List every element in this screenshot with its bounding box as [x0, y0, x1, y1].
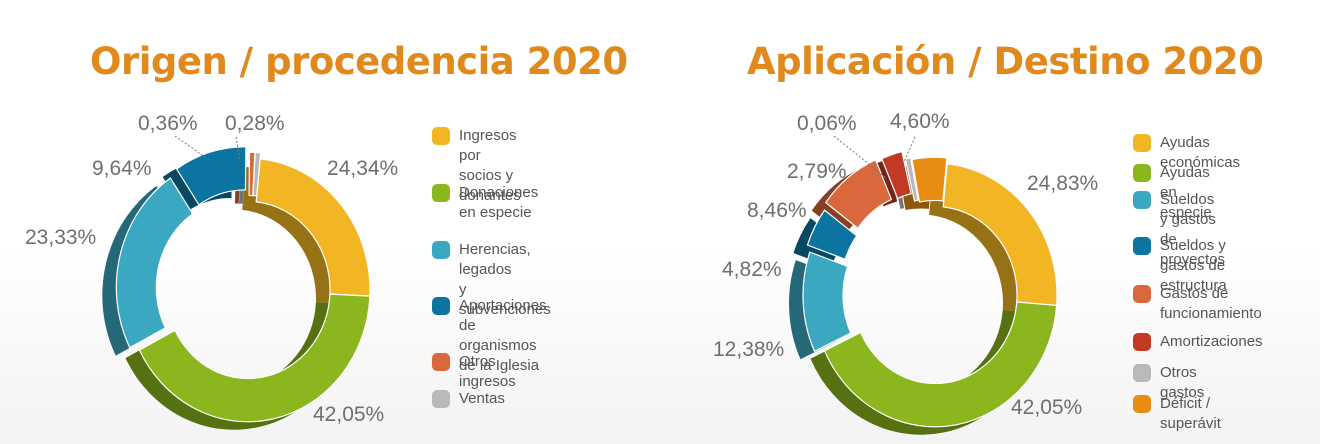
- percent-label-2: 12,38%: [713, 338, 785, 361]
- legend-label: Amortizaciones: [1160, 333, 1263, 350]
- legend-item: Sueldos y gastos de proyectos: [1133, 190, 1225, 270]
- slice-2: [115, 177, 194, 349]
- legend-label: Ayudas económicas: [1160, 134, 1241, 171]
- legend-swatch: [1133, 285, 1151, 303]
- legend-item: Déficit / superávit: [1133, 394, 1221, 434]
- slice-1: [138, 293, 371, 423]
- legend-swatch: [432, 127, 450, 145]
- legend-item: Donaciones en especie: [432, 183, 538, 223]
- percent-label-4: 8,46%: [747, 199, 807, 222]
- percent-label-1: 42,05%: [1011, 396, 1083, 419]
- legend-swatch: [432, 241, 450, 259]
- legend-swatch: [1133, 191, 1151, 209]
- percent-label-2: 23,33%: [25, 226, 97, 249]
- legend-item: Herencias, legados y subvenciones: [432, 240, 551, 320]
- legend-swatch: [432, 353, 450, 371]
- legend-label: Sueldos y gastos de proyectos: [1160, 191, 1226, 268]
- legend-item: Aportaciones de organismos de la Iglesia: [432, 296, 547, 376]
- slice-4: [824, 159, 893, 230]
- percent-label-3: 4,82%: [722, 258, 782, 281]
- legend-swatch: [1133, 333, 1151, 351]
- legend-label: Otros gastos: [1160, 364, 1205, 401]
- percent-label-6: 0,06%: [797, 112, 857, 135]
- legend-label: Otros ingresos: [459, 353, 516, 390]
- legend-item: Ayudas económicas: [1133, 133, 1240, 173]
- legend-swatch: [1133, 364, 1151, 382]
- percent-label-4: 0,36%: [138, 112, 198, 135]
- legend-label: Ingresos por socios y donantes: [459, 127, 521, 204]
- chart-title-aplicacion: Aplicación / Destino 2020: [747, 40, 1264, 83]
- percent-label-5: 0,28%: [225, 112, 285, 135]
- legend-item: Gastos de funcionamiento: [1133, 284, 1262, 324]
- slice-2: [802, 251, 852, 353]
- legend-item: Otros ingresos: [432, 352, 516, 392]
- legend-item: Sueldos y gastos de estructura: [1133, 236, 1227, 296]
- leader-line-0: [174, 135, 213, 163]
- percent-label-7: 4,60%: [890, 110, 950, 133]
- percent-label-1: 42,05%: [313, 403, 385, 426]
- slice-6: [904, 157, 919, 202]
- legend-swatch: [1133, 395, 1151, 413]
- legend-item: Otros gastos: [1133, 363, 1204, 403]
- slice-1: [823, 301, 1058, 428]
- legend-swatch: [1133, 134, 1151, 152]
- legend-label: Déficit / superávit: [1160, 395, 1221, 432]
- percent-label-3: 9,64%: [92, 157, 152, 180]
- leader-line-0: [833, 135, 887, 179]
- legend-item: Ayudas en especie: [1133, 163, 1212, 223]
- leader-line-1: [903, 136, 916, 163]
- percent-label-0: 24,83%: [1027, 172, 1099, 195]
- slice-3: [175, 146, 247, 206]
- legend-item: Amortizaciones: [1133, 332, 1263, 352]
- legend-swatch: [1133, 164, 1151, 182]
- legend-label: Aportaciones de organismos de la Iglesia: [459, 297, 547, 374]
- legend-label: Donaciones en especie: [459, 184, 539, 221]
- legend-label: Sueldos y gastos de estructura: [1160, 237, 1227, 294]
- slice-3: [806, 209, 858, 261]
- chart-title-origen: Origen / procedencia 2020: [90, 40, 628, 83]
- slice-5: [252, 151, 262, 197]
- legend-swatch: [432, 297, 450, 315]
- legend-item: Ingresos por socios y donantes: [432, 126, 521, 206]
- percent-label-0: 24,34%: [327, 157, 399, 180]
- legend-swatch: [1133, 237, 1151, 255]
- legend-item: Ventas: [432, 389, 505, 409]
- legend-label: Ventas: [459, 390, 505, 407]
- legend-swatch: [432, 184, 450, 202]
- slice-7: [911, 156, 948, 203]
- percent-label-5: 2,79%: [787, 160, 847, 183]
- legend-label: Herencias, legados y subvenciones: [459, 241, 551, 318]
- slice-5: [881, 150, 912, 200]
- legend-swatch: [432, 390, 450, 408]
- legend-label: Ayudas en especie: [1160, 164, 1212, 221]
- legend-label: Gastos de funcionamiento: [1160, 285, 1262, 322]
